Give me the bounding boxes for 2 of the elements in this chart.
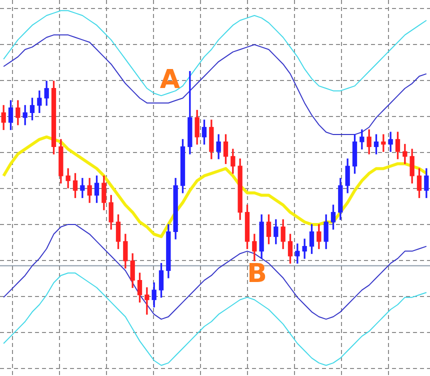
- annotation: B: [247, 258, 267, 289]
- annotation: A: [160, 65, 180, 96]
